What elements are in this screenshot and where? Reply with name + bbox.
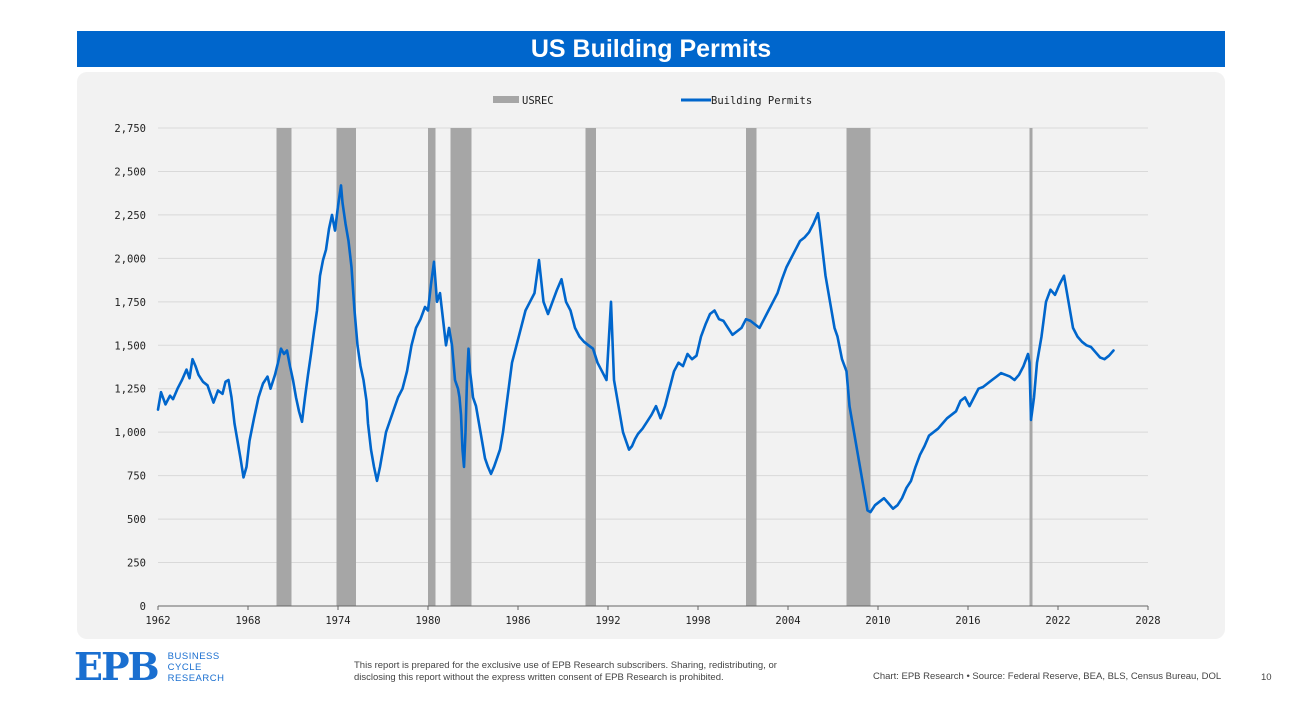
y-tick-label: 250: [127, 558, 146, 570]
x-tick-label: 1998: [685, 615, 710, 627]
y-tick-label: 2,000: [114, 253, 146, 265]
recession-bar: [428, 128, 436, 606]
y-tick-label: 1,500: [114, 340, 146, 352]
series-line-building-permits: [156, 184, 1115, 514]
y-tick-label: 2,750: [114, 123, 146, 135]
x-tick-label: 2022: [1045, 615, 1070, 627]
x-tick-label: 2028: [1135, 615, 1160, 627]
page-title: US Building Permits: [77, 31, 1225, 67]
page-number: 10: [1261, 672, 1272, 683]
y-tick-label: 2,250: [114, 210, 146, 222]
disclaimer: This report is prepared for the exclusiv…: [354, 660, 814, 684]
x-tick-label: 2016: [955, 615, 980, 627]
logo-mark: EPB: [74, 644, 160, 689]
y-tick-label: 750: [127, 471, 146, 483]
epb-logo: EPB BUSINESS CYCLE RESEARCH: [74, 647, 224, 687]
y-tick-label: 0: [140, 601, 146, 613]
recession-bar: [585, 128, 596, 606]
legend-label-building-permits: Building Permits: [711, 95, 812, 107]
x-tick-label: 1968: [235, 615, 260, 627]
building-permits-chart: USREC Building Permits 0 250 500 750 1,000 1,…: [114, 95, 1160, 627]
logo-line: CYCLE: [167, 661, 202, 673]
recession-bar: [1029, 128, 1033, 606]
y-tick-label: 1,750: [114, 297, 146, 309]
recession-bar: [276, 128, 292, 606]
chart-gridlines: [158, 127, 1148, 564]
recession-bar: [450, 128, 472, 606]
legend-swatch-usrec: [493, 96, 519, 103]
recession-bar: [336, 128, 356, 606]
chart-panel: USREC Building Permits 0 250 500 750 1,000 1,…: [77, 72, 1225, 639]
series-layer: [156, 184, 1115, 514]
x-tick-label: 1986: [505, 615, 530, 627]
recession-bars: [276, 128, 1033, 606]
y-tick-label: 1,250: [114, 384, 146, 396]
legend-label-usrec: USREC: [522, 95, 554, 107]
x-tick-label: 2004: [775, 615, 800, 627]
x-tick-label: 1980: [415, 615, 440, 627]
y-tick-label: 500: [127, 514, 146, 526]
source-note: Chart: EPB Research • Source: Federal Re…: [873, 671, 1222, 682]
chart-axes: 0 250 500 750 1,000 1,250 1,500 1,750 2,000 2,250…: [114, 123, 1160, 627]
disclaimer-line: disclosing this report without the expre…: [354, 672, 724, 683]
logo-line: BUSINESS: [167, 650, 220, 662]
logo-text: BUSINESS CYCLE RESEARCH: [168, 651, 225, 684]
x-tick-label: 1974: [325, 615, 350, 627]
logo-line: RESEARCH: [167, 672, 225, 684]
x-tick-label: 2010: [865, 615, 890, 627]
disclaimer-line: This report is prepared for the exclusiv…: [354, 660, 777, 671]
recession-bar: [746, 128, 757, 606]
x-tick-label: 1992: [595, 615, 620, 627]
y-tick-label: 1,000: [114, 427, 146, 439]
recession-bar: [846, 128, 871, 606]
x-tick-label: 1962: [145, 615, 170, 627]
chart-legend: USREC Building Permits: [493, 95, 812, 107]
y-tick-label: 2,500: [114, 166, 146, 178]
